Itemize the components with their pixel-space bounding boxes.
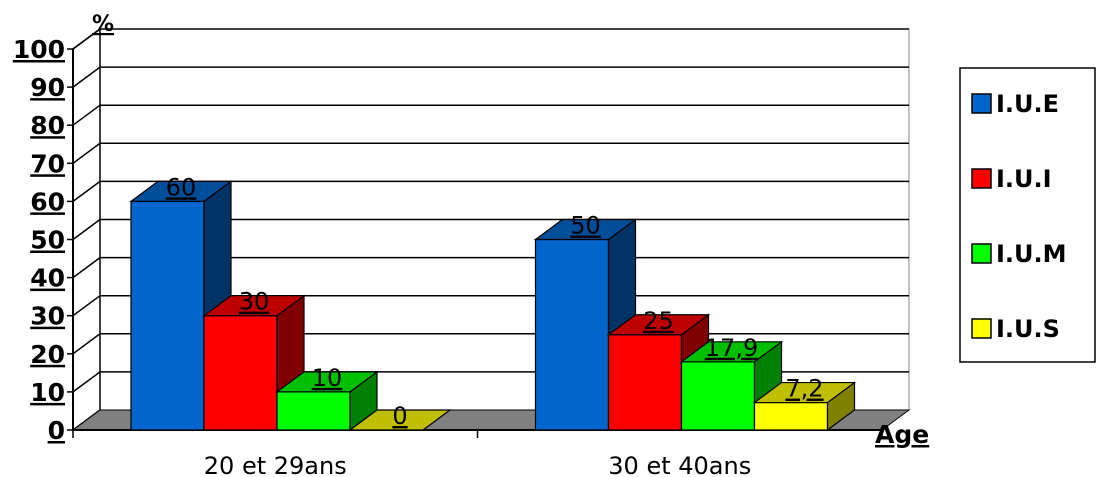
gridline [72, 104, 909, 126]
y-tick-label: 20 [30, 340, 65, 369]
y-tick-label: 80 [30, 111, 65, 140]
legend-label: I.U.S [996, 315, 1060, 343]
bar-front [203, 315, 278, 431]
gridline [72, 256, 909, 279]
legend-swatch [971, 168, 992, 189]
y-tick-label: 30 [30, 302, 65, 331]
legend-box [959, 67, 1096, 363]
x-tick-label: 20 et 29ans [204, 452, 347, 477]
y-tick-label: 10 [30, 378, 65, 407]
x-axis: 20 et 29ans 30 et 40ans [72, 429, 883, 477]
bar-top [275, 371, 379, 393]
y-tick-label: 90 [30, 73, 65, 102]
y-tick-label: 60 [30, 187, 65, 216]
legend: I.U.E I.U.I I.U.M I.U.S [959, 67, 1096, 363]
y-tick-label: 50 [30, 226, 65, 255]
bar-front [753, 401, 829, 431]
x-axis-title: Age [875, 420, 929, 449]
data-label: 25 [643, 307, 674, 335]
legend-swatch [971, 93, 992, 114]
y-tick-label: 40 [30, 264, 65, 293]
legend-label: I.U.E [996, 90, 1059, 118]
gridline [72, 142, 909, 164]
y-tick-label: 100 [13, 35, 65, 64]
bar-front [130, 200, 205, 431]
gridline [72, 218, 909, 241]
bar-top [606, 314, 711, 336]
data-label: 10 [312, 364, 343, 392]
gridline [72, 66, 909, 88]
legend-swatch [971, 243, 992, 264]
bar-top [348, 409, 452, 431]
gridlines [72, 28, 909, 393]
data-label: 60 [166, 173, 197, 201]
bar-top [129, 180, 233, 202]
data-label: 17,9 [705, 334, 758, 362]
gridline [72, 294, 909, 317]
y-tick-label: 70 [30, 149, 65, 178]
bars [129, 180, 857, 432]
bar-front [607, 334, 683, 431]
y-tick-label: 0 [48, 416, 65, 445]
bar-top [202, 295, 306, 317]
bar-front [680, 361, 756, 431]
legend-label: I.U.I [996, 165, 1052, 193]
data-labels: 60 30 10 0 50 25 17,9 7,2 [166, 173, 824, 430]
y-axis: 0 10 20 30 40 50 60 70 80 90 100 [13, 35, 74, 445]
x-tick-label: 30 et 40ans [608, 452, 751, 477]
bar-front [534, 238, 610, 431]
data-label: 30 [239, 288, 270, 316]
bar-front [276, 391, 351, 431]
legend-label: I.U.M [996, 240, 1067, 268]
bar-top [752, 381, 857, 404]
legend-swatch [971, 318, 992, 339]
y-unit-label: % [92, 12, 114, 37]
gridline [72, 28, 909, 50]
data-label: 0 [392, 402, 407, 430]
data-label: 50 [570, 212, 601, 240]
data-label: 7,2 [785, 375, 823, 403]
bar-top [679, 341, 784, 363]
gridline [72, 180, 909, 203]
bar-top [533, 218, 638, 241]
